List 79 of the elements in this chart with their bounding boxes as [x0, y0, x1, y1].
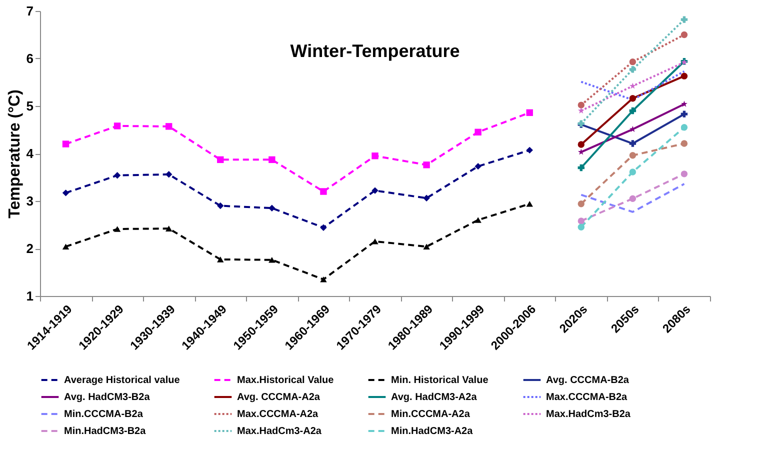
- y-tick-label: 7: [26, 4, 34, 18]
- point: [474, 162, 482, 170]
- point: [62, 244, 70, 250]
- point: [474, 217, 482, 223]
- point: [372, 152, 378, 160]
- point: [526, 200, 533, 207]
- point: [629, 95, 636, 102]
- legend-label: Min. Historical Value: [391, 375, 489, 386]
- point: [629, 140, 636, 147]
- point: [320, 188, 327, 195]
- point: [681, 100, 688, 107]
- y-tick-label: 4: [26, 146, 34, 161]
- point: [268, 204, 276, 212]
- y-tick-label: 3: [26, 194, 34, 208]
- point: [423, 162, 430, 168]
- point: [629, 152, 636, 159]
- legend-label: Min.CCCMA-B2a: [64, 409, 144, 420]
- legend-label: Max.CCCMA-B2a: [546, 392, 628, 403]
- point: [578, 107, 584, 114]
- point: [578, 164, 585, 172]
- point: [578, 148, 584, 155]
- point: [114, 172, 121, 179]
- y-tick-label: 5: [26, 98, 34, 114]
- point: [217, 256, 224, 262]
- point: [372, 238, 378, 244]
- point: [165, 171, 172, 178]
- y-tick-label: 2: [26, 241, 34, 256]
- point: [268, 256, 276, 263]
- point: [629, 195, 636, 202]
- legend-label: Avg. CCCMA-B2a: [546, 375, 630, 386]
- legend-label: Max.HadCm3-A2a: [237, 426, 322, 437]
- legend-label: Min.HadCM3-B2a: [64, 426, 146, 437]
- legend-label: Avg. CCCMA-A2a: [237, 392, 320, 403]
- legend-label: Avg. HadCM3-A2a: [391, 392, 478, 403]
- point: [372, 187, 378, 194]
- point: [423, 244, 430, 250]
- point: [629, 58, 636, 66]
- point: [578, 200, 585, 208]
- point: [526, 109, 533, 116]
- legend-label: Average Historical value: [64, 375, 180, 386]
- legend-label: Avg. HadCM3-B2a: [64, 392, 150, 403]
- legend-label: Max.HadCm3-B2a: [546, 409, 631, 420]
- point: [680, 140, 688, 147]
- point: [165, 123, 172, 130]
- point: [680, 72, 688, 80]
- point: [62, 140, 70, 148]
- point: [578, 218, 585, 224]
- point: [62, 190, 70, 196]
- point: [680, 170, 688, 178]
- legend-label: Max.CCCMA-A2a: [237, 409, 319, 420]
- point: [320, 276, 327, 282]
- y-axis-title: Temperature (°C): [6, 90, 24, 218]
- point: [217, 156, 224, 164]
- point: [578, 224, 585, 230]
- point: [680, 110, 688, 118]
- legend-label: Max.Historical Value: [237, 375, 334, 386]
- y-tick-label: 6: [26, 51, 34, 66]
- point: [629, 107, 636, 114]
- point: [629, 168, 636, 176]
- point: [165, 226, 172, 232]
- point: [423, 194, 430, 202]
- legend-label: Min.CCCMA-A2a: [391, 409, 470, 420]
- point: [578, 141, 585, 148]
- point: [578, 102, 585, 108]
- point: [268, 156, 276, 164]
- y-tick-label: 1: [26, 288, 34, 304]
- point: [217, 202, 224, 210]
- point: [114, 122, 121, 130]
- point: [680, 124, 688, 131]
- point: [114, 226, 121, 232]
- point: [320, 224, 327, 231]
- point: [526, 146, 533, 154]
- point: [629, 66, 636, 73]
- text: Winter-Temperature: [290, 41, 460, 61]
- point: [474, 128, 482, 136]
- point: [680, 31, 688, 38]
- point: [630, 82, 636, 89]
- legend-label: Min.HadCM3-A2a: [391, 426, 474, 437]
- point: [680, 16, 688, 23]
